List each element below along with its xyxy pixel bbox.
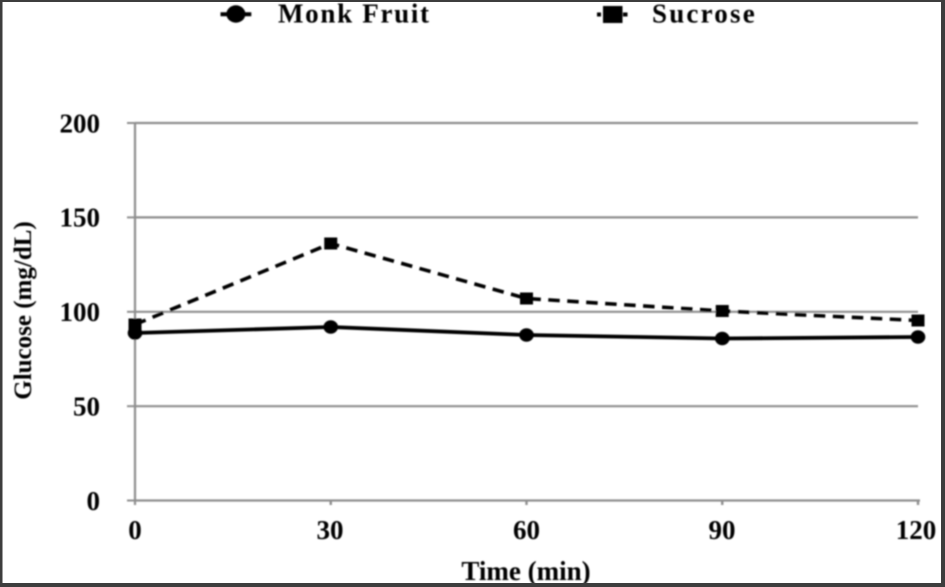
svg-text:50: 50 [73, 392, 100, 422]
svg-text:Monk Fruit: Monk Fruit [278, 0, 431, 29]
svg-text:0: 0 [128, 515, 142, 545]
svg-text:60: 60 [513, 515, 540, 545]
svg-text:200: 200 [60, 108, 101, 138]
svg-text:120: 120 [896, 515, 937, 545]
svg-text:150: 150 [60, 203, 101, 233]
svg-text:0: 0 [87, 486, 101, 516]
svg-text:90: 90 [709, 515, 736, 545]
svg-text:Sucrose: Sucrose [652, 0, 757, 29]
svg-text:30: 30 [317, 515, 344, 545]
svg-text:Time (min): Time (min) [461, 556, 590, 586]
svg-text:Glucose (mg/dL): Glucose (mg/dL) [10, 221, 37, 399]
svg-text:100: 100 [60, 297, 101, 327]
